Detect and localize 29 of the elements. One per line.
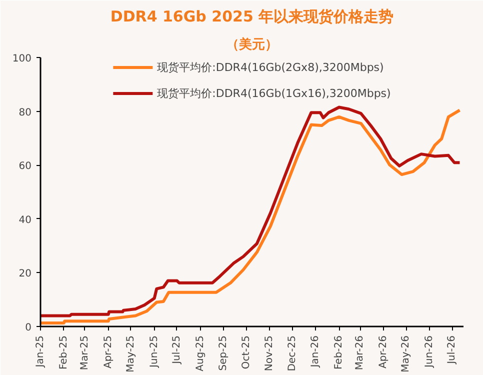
x-tick-label: May-26 [400,335,412,372]
x-tick-label: Jan-25 [35,336,46,368]
x-tick-label: Sep-25 [218,335,230,371]
x-tick-label: Jul-26 [446,335,458,365]
y-tick-label: 20 [18,268,32,280]
x-tick-label: Apr-25 [102,335,114,368]
x-tick-label: May-25 [125,335,136,372]
x-tick-label: Feb-26 [334,335,345,370]
x-tick-label: Mar-26 [354,336,366,370]
y-tick-label: 60 [18,161,32,172]
y-tick-label: 40 [18,214,32,226]
x-tick-label: Feb-25 [58,335,70,370]
x-tick-label: Jun-25 [148,335,160,368]
chart-subtitle: （美元） [226,36,278,52]
legend-label: 现货平均价:DDR4(16Gb(2Gx8),3200Mbps) [157,60,384,74]
x-tick-label: Jan-26 [310,336,322,368]
x-tick-label: Nov-25 [264,335,276,372]
legend-label: 现货平均价:DDR4(16Gb(1Gx16),3200Mbps) [157,86,391,100]
y-tick-label: 80 [18,107,32,118]
x-tick-label: Oct-25 [240,336,252,370]
x-tick-label: Jul-25 [171,335,182,365]
x-tick-label: Dec-25 [286,335,298,372]
x-tick-label: Mar-25 [79,336,90,370]
y-tick-label: 100 [12,54,32,64]
x-tick-label: Jun-26 [424,335,436,368]
x-tick-label: Apr-26 [378,335,390,368]
chart-title: DDR4 16Gb 2025 年以来现货价格走势 [110,8,394,26]
y-tick-label: 0 [25,322,32,334]
x-tick-label: Aug-25 [194,336,206,372]
